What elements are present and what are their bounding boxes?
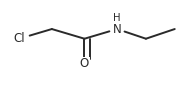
Text: N: N [113,23,122,36]
Text: H: H [113,13,121,23]
Text: Cl: Cl [13,32,25,45]
Text: O: O [80,57,89,70]
